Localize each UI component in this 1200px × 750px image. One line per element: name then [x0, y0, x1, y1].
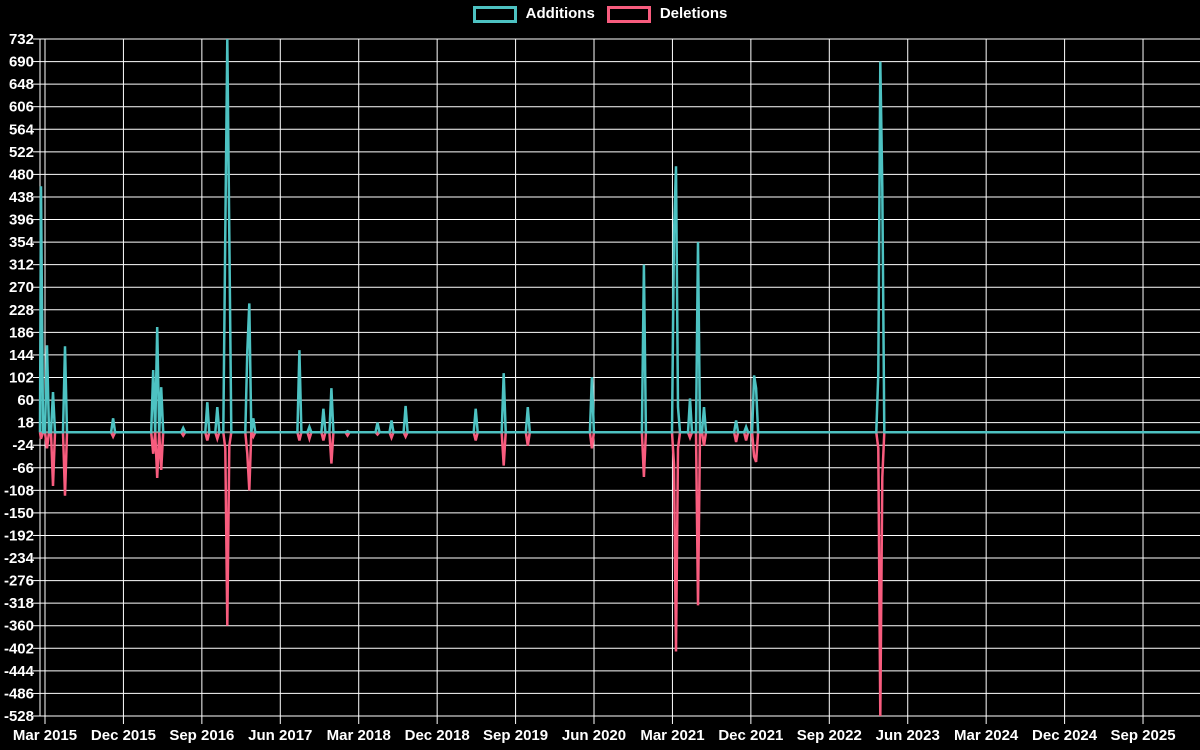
- legend-item-additions[interactable]: Additions: [472, 5, 595, 23]
- svg-text:312: 312: [9, 257, 34, 274]
- svg-text:Sep 2025: Sep 2025: [1110, 727, 1175, 744]
- deletions-label: Deletions: [659, 5, 728, 22]
- svg-text:-24: -24: [12, 437, 34, 454]
- svg-text:-150: -150: [4, 505, 34, 522]
- deletions-line: [38, 431, 1200, 717]
- svg-text:396: 396: [9, 212, 34, 229]
- svg-text:438: 438: [9, 189, 34, 206]
- svg-text:732: 732: [9, 31, 34, 48]
- svg-text:18: 18: [17, 415, 34, 432]
- additions-label: Additions: [525, 5, 595, 22]
- svg-text:Dec 2021: Dec 2021: [718, 727, 783, 744]
- svg-text:-486: -486: [4, 685, 34, 702]
- x-gridlines: [44, 39, 1144, 724]
- svg-text:186: 186: [9, 324, 34, 341]
- svg-text:Jun 2017: Jun 2017: [248, 727, 312, 744]
- svg-text:102: 102: [9, 370, 34, 387]
- svg-text:228: 228: [9, 302, 34, 319]
- svg-text:-66: -66: [12, 460, 34, 477]
- svg-text:522: 522: [9, 144, 34, 161]
- svg-text:-108: -108: [4, 482, 34, 499]
- svg-text:-402: -402: [4, 640, 34, 657]
- svg-text:-528: -528: [4, 708, 34, 725]
- svg-text:690: 690: [9, 54, 34, 71]
- svg-text:Jun 2020: Jun 2020: [562, 727, 626, 744]
- svg-text:-444: -444: [4, 663, 35, 680]
- chart-legend: Additions Deletions: [0, 5, 1200, 23]
- svg-text:270: 270: [9, 279, 34, 296]
- svg-text:606: 606: [9, 99, 34, 116]
- x-axis-labels: Mar 2015 Dec 2015 Sep 2016 Jun 2017 Mar 2018…: [13, 727, 1176, 744]
- svg-text:Mar 2024: Mar 2024: [954, 727, 1019, 744]
- svg-text:Mar 2018: Mar 2018: [327, 727, 391, 744]
- svg-text:60: 60: [17, 392, 34, 409]
- svg-text:Sep 2016: Sep 2016: [169, 727, 234, 744]
- svg-text:480: 480: [9, 166, 34, 183]
- legend-item-deletions[interactable]: Deletions: [606, 5, 728, 23]
- svg-text:Dec 2024: Dec 2024: [1032, 727, 1098, 744]
- y-axis-labels: 732 690 648 606 564 522 480 438 396 354 312 270 228 1…: [4, 31, 35, 725]
- svg-text:Mar 2015: Mar 2015: [13, 727, 77, 744]
- svg-text:-234: -234: [4, 550, 35, 567]
- svg-text:-276: -276: [4, 573, 34, 590]
- svg-text:354: 354: [9, 234, 35, 251]
- svg-text:Mar 2021: Mar 2021: [640, 727, 704, 744]
- y-gridlines: [33, 38, 1200, 717]
- svg-text:-192: -192: [4, 527, 34, 544]
- svg-text:Sep 2019: Sep 2019: [483, 727, 548, 744]
- svg-text:Dec 2018: Dec 2018: [405, 727, 470, 744]
- svg-text:144: 144: [9, 347, 35, 364]
- svg-text:-360: -360: [4, 618, 34, 635]
- svg-text:Dec 2015: Dec 2015: [91, 727, 156, 744]
- svg-text:Sep 2022: Sep 2022: [797, 727, 862, 744]
- svg-text:564: 564: [9, 121, 35, 138]
- svg-text:Jun 2023: Jun 2023: [876, 727, 940, 744]
- svg-text:-318: -318: [4, 595, 34, 612]
- svg-text:648: 648: [9, 76, 34, 93]
- deletions-swatch-icon: [606, 5, 651, 23]
- additions-swatch-icon: [472, 5, 517, 23]
- additions-line: [38, 38, 1200, 434]
